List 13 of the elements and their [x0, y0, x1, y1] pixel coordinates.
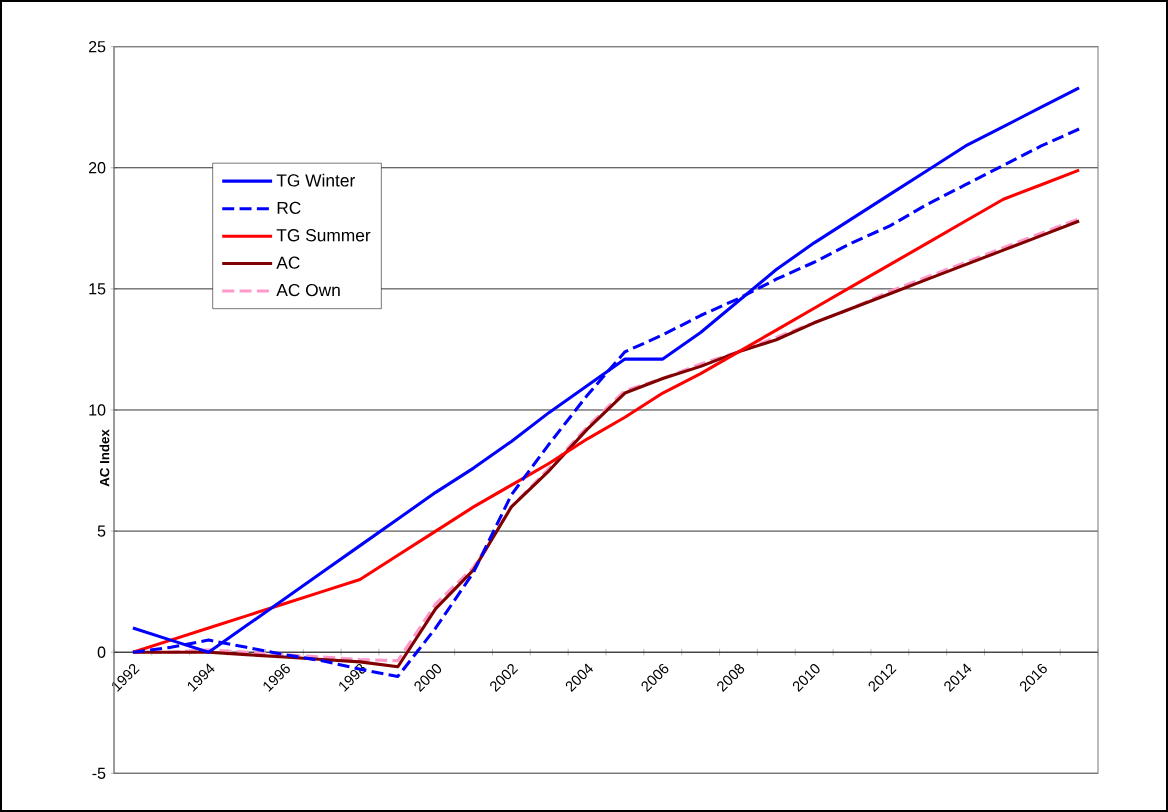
legend-label: AC [276, 256, 300, 269]
y-tick-label: 0 [97, 646, 106, 658]
legend-label: TG Winter [276, 173, 355, 187]
legend-label: AC Own [276, 283, 340, 297]
y-tick-label: 10 [89, 404, 106, 416]
legend-label: TG Summer [276, 229, 371, 242]
y-tick-label: 5 [97, 525, 106, 537]
legend-label: RC [277, 201, 301, 214]
y-tick-label: -5 [92, 767, 106, 779]
y-tick-label: 15 [89, 283, 106, 295]
y-tick-label: 25 [89, 40, 106, 53]
y-axis-title: AC Index [99, 429, 110, 487]
y-tick-label: 20 [89, 162, 106, 174]
